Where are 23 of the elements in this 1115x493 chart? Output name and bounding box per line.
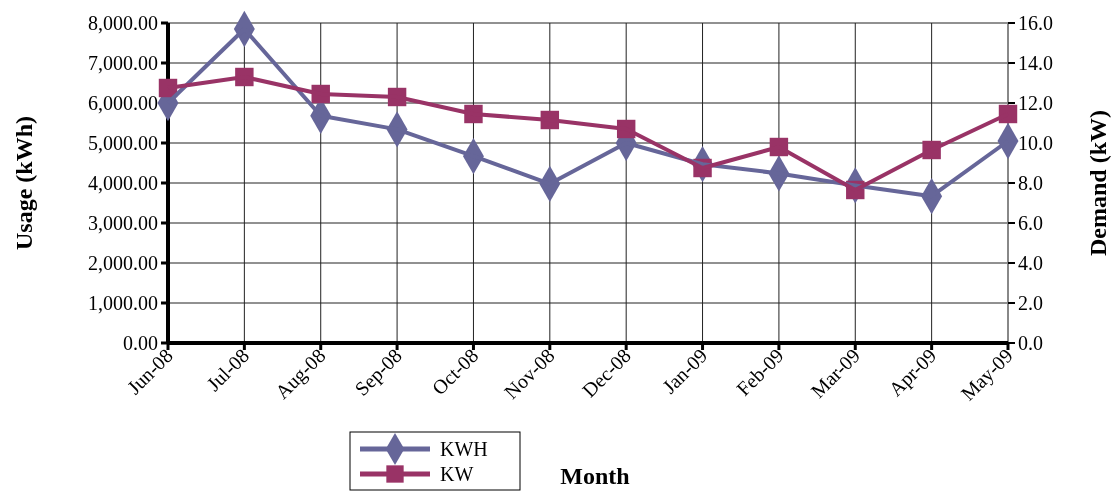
y2-axis-title: Demand (kW) — [1085, 109, 1111, 257]
y2-tick-label: 8.0 — [1018, 172, 1043, 194]
y2-tick-label: 14.0 — [1018, 52, 1053, 74]
y2-tick-label: 0.0 — [1018, 332, 1043, 354]
y-tick-label: 7,000.00 — [88, 52, 158, 74]
y-tick-label: 1,000.00 — [88, 292, 158, 314]
y-tick-label: 5,000.00 — [88, 132, 158, 154]
y-axis-title: Usage (kWh) — [11, 115, 37, 251]
legend-label: KWH — [440, 438, 488, 460]
y2-tick-label: 2.0 — [1018, 292, 1043, 314]
y-tick-label: 4,000.00 — [88, 172, 158, 194]
y-tick-label: 6,000.00 — [88, 92, 158, 114]
y-tick-label: 3,000.00 — [88, 212, 158, 234]
y2-tick-label: 10.0 — [1018, 132, 1053, 154]
y2-tick-label: 16.0 — [1018, 12, 1053, 34]
y-tick-label: 8,000.00 — [88, 12, 158, 34]
y-tick-label: 0.00 — [123, 332, 158, 354]
y2-tick-label: 6.0 — [1018, 212, 1043, 234]
legend-label: KW — [440, 463, 474, 485]
x-axis-title: Month — [560, 463, 630, 489]
y2-tick-label: 4.0 — [1018, 252, 1043, 274]
y2-tick-label: 12.0 — [1018, 92, 1053, 114]
y-tick-label: 2,000.00 — [88, 252, 158, 274]
